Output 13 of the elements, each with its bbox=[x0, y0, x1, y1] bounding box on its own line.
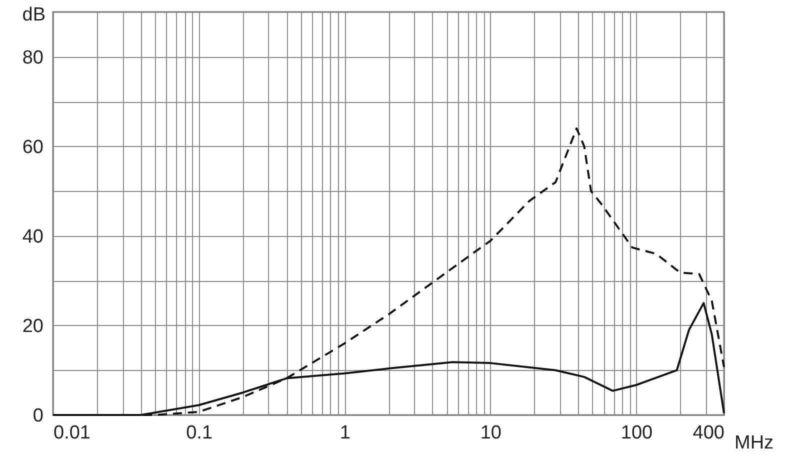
x-tick-label: 10 bbox=[480, 422, 502, 444]
y-axis-title: dB bbox=[22, 4, 46, 26]
x-tick-label: 0.1 bbox=[186, 422, 213, 444]
y-tick-label: 80 bbox=[22, 47, 44, 68]
y-tick-label: 40 bbox=[22, 226, 44, 248]
x-tick-label: 1 bbox=[340, 422, 350, 444]
x-axis-title: MHz bbox=[734, 432, 774, 454]
x-tick-label: 100 bbox=[620, 422, 653, 444]
x-tick-label: 400 bbox=[692, 422, 724, 444]
y-tick-label: 0 bbox=[32, 406, 44, 426]
y-tick-label: 20 bbox=[22, 316, 44, 337]
x-tick-label: 0.01 bbox=[54, 422, 90, 444]
y-tick-label: 60 bbox=[22, 136, 44, 158]
